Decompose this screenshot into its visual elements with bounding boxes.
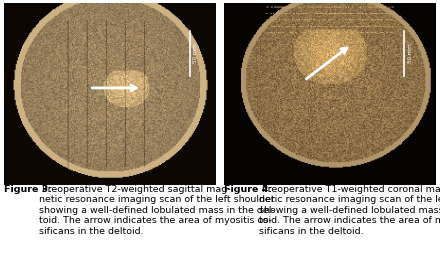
Text: Figure 3:: Figure 3: xyxy=(4,185,52,194)
Text: Figure 4:: Figure 4: xyxy=(224,185,272,194)
Text: 50 mm: 50 mm xyxy=(193,43,198,63)
Text: Preoperative T2-weighted sagittal mag-
netic resonance imaging scan of the left : Preoperative T2-weighted sagittal mag- n… xyxy=(39,185,275,235)
Text: Preoperative T1-weighted coronal mag-
netic resonance imaging scan of the left s: Preoperative T1-weighted coronal mag- ne… xyxy=(259,185,440,235)
Text: 50 mm: 50 mm xyxy=(407,43,413,63)
